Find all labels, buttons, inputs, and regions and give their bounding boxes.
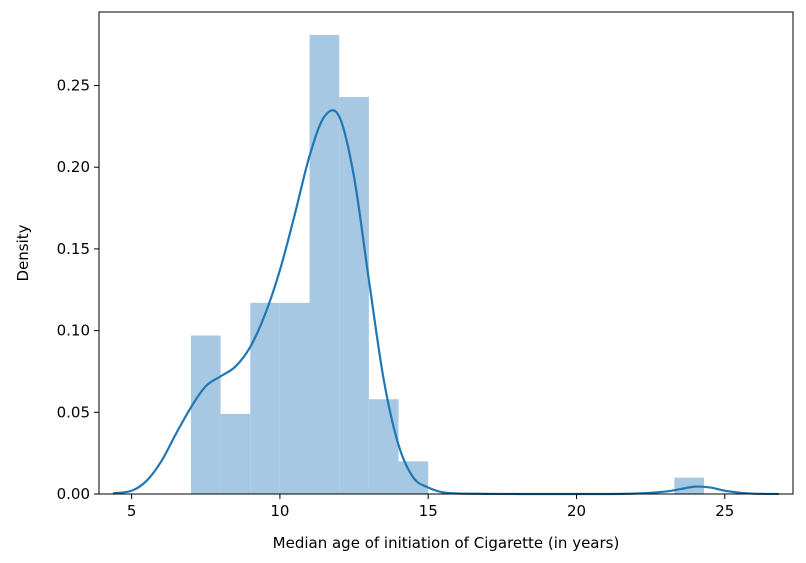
histogram-bars — [190, 34, 705, 495]
histogram-bar — [309, 34, 340, 495]
y-tick-label: 0.10 — [57, 322, 90, 340]
histogram-bar — [250, 302, 280, 494]
x-axis-label: Median age of initiation of Cigarette (i… — [273, 534, 620, 552]
y-tick-label: 0.05 — [57, 403, 90, 421]
x-tick-label: 10 — [270, 502, 289, 520]
histogram-bar — [190, 335, 221, 494]
histogram-bar — [220, 413, 251, 494]
histogram-bar — [279, 302, 310, 494]
x-tick-label: 15 — [419, 502, 438, 520]
kde-line — [112, 109, 780, 496]
x-tick-label: 5 — [127, 502, 137, 520]
x-axis-ticks: 5 10 15 20 25 — [127, 494, 734, 520]
kde-curve-group — [112, 109, 780, 496]
y-axis-label: Density — [14, 224, 32, 281]
y-tick-label: 0.00 — [57, 485, 90, 503]
y-tick-label: 0.20 — [57, 158, 90, 176]
histogram-bar — [339, 96, 369, 495]
x-tick-label: 20 — [567, 502, 586, 520]
plot-frame — [98, 11, 794, 495]
y-axis-ticks: 0.00 0.05 0.10 0.15 0.20 0.25 — [57, 77, 99, 503]
histogram-bar — [368, 399, 399, 494]
y-tick-label: 0.25 — [57, 77, 90, 95]
y-tick-label: 0.15 — [57, 240, 90, 258]
x-tick-label: 25 — [715, 502, 734, 520]
